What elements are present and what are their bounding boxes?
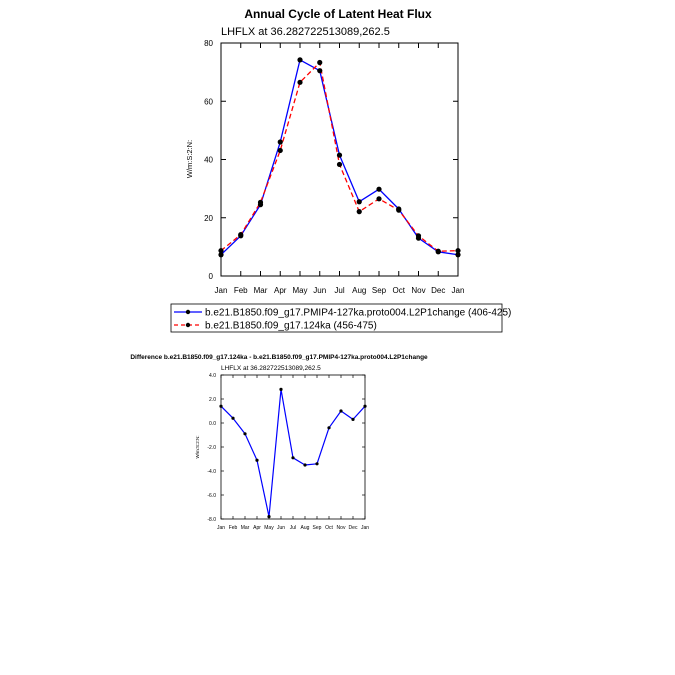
axes-ticks: Jan Feb Mar Apr May Jun Jul Aug Sep Oct Nov Dec Jan-… [207, 373, 369, 531]
series-layer [219, 387, 367, 519]
x-tick-label: Feb [234, 286, 248, 295]
legend-marker-series-1 [185, 309, 191, 315]
legend: b.e21.B1850.f09_g17.PMIP4-127ka.proto004… [170, 303, 511, 333]
data-point-series-1 [376, 186, 382, 192]
plot-frame [220, 374, 366, 520]
x-tick-label: Mar [241, 525, 250, 531]
x-tick-label: Sep [372, 286, 387, 295]
data-point-series-2 [376, 196, 382, 202]
y-tick-label: 4.0 [209, 373, 216, 379]
data-point-series-2 [435, 248, 441, 254]
x-tick-label: Nov [337, 525, 346, 531]
x-tick-label: Oct [393, 286, 406, 295]
x-tick-label: Dec [431, 286, 445, 295]
chart-difference: Difference b.e21.B1850.f09_g17.124ka - b… [130, 354, 428, 531]
y-tick-label: 2.0 [209, 397, 216, 403]
data-point-series-1 [351, 417, 355, 421]
data-point-series-1 [317, 68, 323, 74]
y-tick-label: -8.0 [207, 517, 216, 523]
chart-title: Difference b.e21.B1850.f09_g17.124ka - b… [130, 354, 428, 361]
data-point-series-1 [297, 57, 303, 63]
data-point-series-1 [255, 458, 259, 462]
data-point-series-2 [297, 79, 303, 85]
data-point-series-2 [238, 232, 244, 238]
x-tick-label: Jan [217, 525, 225, 531]
x-tick-label: Mar [254, 286, 268, 295]
data-point-series-2 [396, 207, 402, 213]
axes-ticks: Jan Feb Mar Apr May Jun Jul Aug Sep Oct Nov Dec Jan0… [204, 39, 464, 295]
data-point-series-1 [291, 456, 295, 460]
x-tick-label: Feb [229, 525, 238, 531]
x-tick-label: Jan [452, 286, 465, 295]
data-point-series-1 [279, 387, 283, 391]
y-tick-label: 80 [204, 39, 213, 48]
data-point-series-1 [363, 404, 367, 408]
data-point-series-1 [356, 199, 362, 205]
x-tick-label: Jan [215, 286, 228, 295]
x-tick-label: Jun [277, 525, 285, 531]
data-point-series-2 [218, 248, 224, 254]
x-tick-label: May [292, 286, 307, 295]
y-tick-label: -4.0 [207, 469, 216, 475]
series-line-1 [220, 388, 366, 518]
data-point-series-2 [356, 209, 362, 215]
x-tick-label: Dec [349, 525, 358, 531]
chart-title: Annual Cycle of Latent Heat Flux [244, 7, 432, 21]
data-point-series-1 [243, 432, 247, 436]
chart-subtitle: LHFLX at 36.282722513089,262.5 [221, 365, 321, 372]
x-tick-label: Jan [361, 525, 369, 531]
data-point-series-1 [455, 252, 461, 258]
legend-label-series-1: b.e21.B1850.f09_g17.PMIP4-127ka.proto004… [205, 308, 511, 319]
x-tick-label: Apr [253, 525, 261, 531]
x-tick-label: Jul [334, 286, 344, 295]
x-tick-label: May [264, 525, 274, 531]
data-point-series-1 [267, 515, 271, 519]
y-tick-label: 0.0 [209, 421, 216, 427]
x-tick-label: Sep [313, 525, 322, 531]
chart-subtitle: LHFLX at 36.282722513089,262.5 [221, 26, 390, 38]
data-point-series-2 [336, 161, 343, 168]
x-tick-label: Jul [290, 525, 296, 531]
series-layer [218, 57, 461, 258]
data-point-series-1 [231, 416, 235, 420]
y-tick-label: 20 [204, 214, 213, 223]
data-point-series-1 [303, 463, 307, 467]
x-tick-label: Nov [411, 286, 425, 295]
data-point-series-1 [219, 404, 223, 408]
x-tick-label: Oct [325, 525, 333, 531]
x-tick-label: Apr [274, 286, 287, 295]
y-tick-label: 60 [204, 97, 213, 106]
x-tick-label: Jun [313, 286, 326, 295]
y-tick-label: 40 [204, 156, 213, 165]
data-point-series-2 [415, 233, 422, 239]
data-point-series-1 [327, 426, 331, 430]
y-tick-label: 0 [209, 272, 214, 281]
legend-box [170, 303, 503, 333]
data-point-series-1 [339, 409, 343, 413]
legend-marker-series-2 [185, 322, 191, 328]
data-point-series-2 [455, 248, 461, 254]
y-tick-label: -2.0 [207, 445, 216, 451]
y-axis-label: W/m:S:2:N: [195, 435, 200, 458]
data-point-series-2 [277, 147, 283, 154]
y-tick-label: -6.0 [207, 493, 216, 499]
x-tick-label: Aug [352, 286, 366, 295]
data-point-series-1 [315, 462, 319, 466]
data-point-series-1 [277, 139, 283, 145]
data-point-series-2 [317, 59, 323, 66]
chart-latent-heat-flux: Annual Cycle of Latent Heat Flux LHFLX a… [185, 7, 464, 295]
legend-label-series-2: b.e21.B1850.f09_g17.124ka (456-475) [205, 321, 377, 332]
data-point-series-1 [218, 252, 224, 258]
x-tick-label: Aug [301, 525, 310, 531]
data-point-series-2 [257, 199, 264, 205]
y-axis-label: W/m:S:2:N: [185, 140, 194, 178]
data-point-series-1 [336, 152, 343, 158]
